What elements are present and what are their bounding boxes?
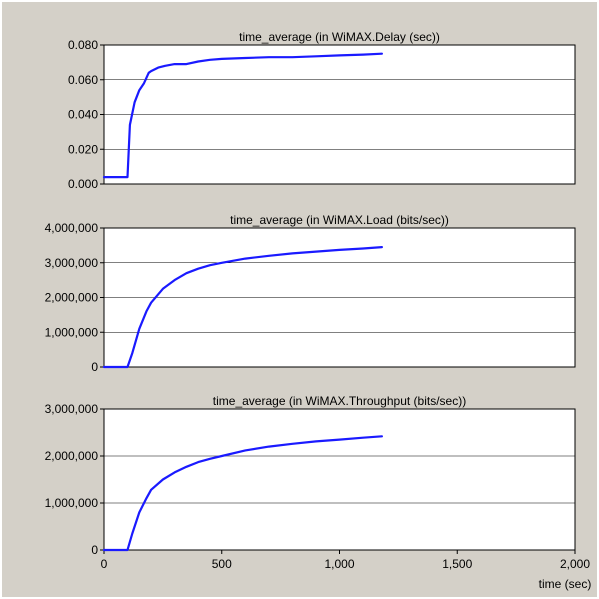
y-tick-label-2-4: 4,000,000 <box>45 221 99 235</box>
series-line-2-1 <box>102 246 383 369</box>
y-tick-label-1-2: 0.040 <box>68 108 98 122</box>
x-tick-label-3-3: 1,500 <box>442 557 472 571</box>
y-tick-label-3-2: 2,000,000 <box>45 449 99 463</box>
x-tick-label-3-2: 1,000 <box>324 557 354 571</box>
y-tick-label-3-1: 1,000,000 <box>45 496 99 510</box>
y-tick-label-2-2: 2,000,000 <box>45 291 99 305</box>
y-tick-label-3-0: 0 <box>91 543 98 557</box>
panel-title-2: time_average (in WiMAX.Load (bits/sec)) <box>230 213 449 227</box>
y-tick-label-1-4: 0.080 <box>68 38 98 52</box>
panel-title-3: time_average (in WiMAX.Throughput (bits/… <box>213 394 466 408</box>
panel-3: 0 1,000,000 2,000,000 3,000,000 time_average… <box>45 394 592 591</box>
x-axis-label: time (sec) <box>539 577 592 591</box>
panel-1: 0.000 0.020 0.040 0.060 0.080 time_average (i… <box>68 30 576 191</box>
y-tick-label-1-0: 0.000 <box>68 177 98 191</box>
x-tick-label-3-4: 2,000 <box>560 557 590 571</box>
x-tick-label-3-0: 0 <box>101 557 108 571</box>
y-tick-label-3-3: 3,000,000 <box>45 402 99 416</box>
y-tick-label-2-3: 3,000,000 <box>45 256 99 270</box>
plot-area-3 <box>104 409 575 550</box>
y-tick-label-1-3: 0.060 <box>68 73 98 87</box>
panel-2: 0 1,000,000 2,000,000 3,000,000 4,000,000 tim… <box>45 213 576 374</box>
y-tick-label-1-1: 0.020 <box>68 142 98 156</box>
panel-title-1: time_average (in WiMAX.Delay (sec)) <box>239 30 440 44</box>
series-line-3-1 <box>102 435 383 552</box>
y-tick-label-2-1: 1,000,000 <box>45 325 99 339</box>
x-tick-label-3-1: 500 <box>212 557 232 571</box>
series-line-1-1 <box>102 52 383 179</box>
y-tick-label-2-0: 0 <box>91 360 98 374</box>
